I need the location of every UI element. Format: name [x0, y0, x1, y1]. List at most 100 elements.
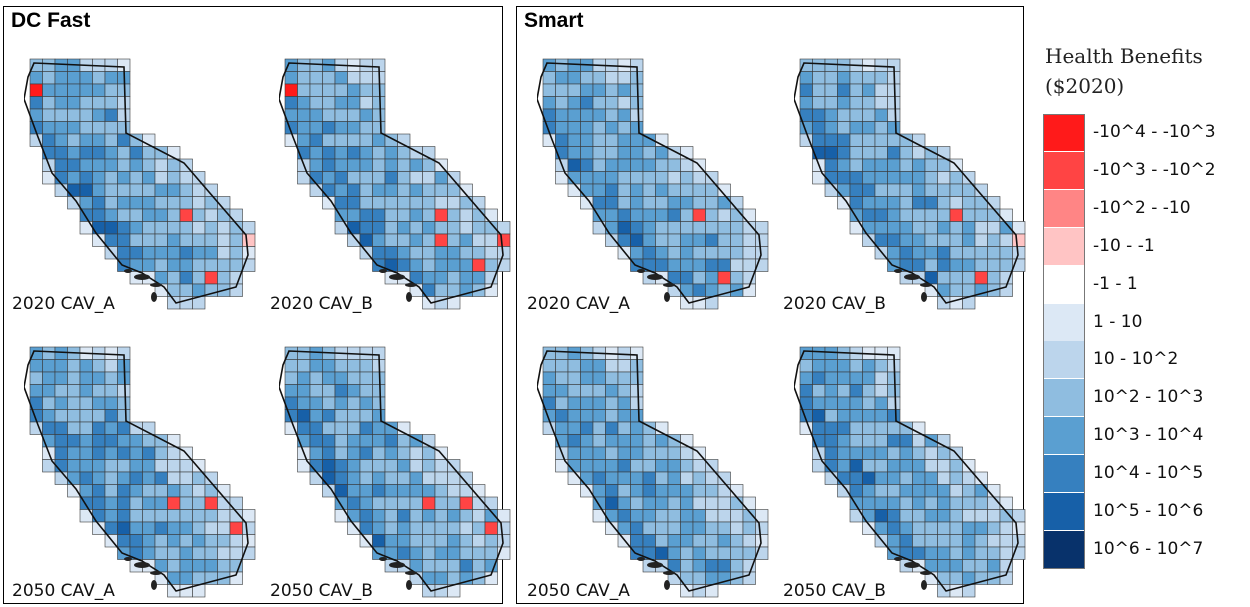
grid-cell: [322, 359, 336, 373]
grid-cell: [117, 208, 131, 222]
california-grid-map: [24, 58, 256, 310]
grid-cell: [409, 196, 423, 210]
grid-cell: [104, 71, 118, 85]
grid-cell: [717, 208, 731, 222]
grid-cell: [592, 434, 606, 448]
grid-cell: [117, 196, 131, 210]
grid-cell: [717, 233, 731, 247]
grid-cell: [849, 484, 863, 498]
grid-cell: [655, 534, 669, 548]
grid-cell: [322, 421, 336, 435]
negative-grid-cell: [459, 496, 473, 510]
grid-cell: [605, 471, 619, 485]
grid-cell: [949, 283, 963, 297]
grid-cell: [655, 208, 669, 222]
grid-cell: [117, 158, 131, 172]
grid-cell: [179, 559, 193, 573]
grid-cell: [42, 396, 56, 410]
grid-cell: [309, 183, 323, 197]
grid-cell: [322, 434, 336, 448]
legend-label: -10^3 - -10^2: [1093, 159, 1216, 180]
grid-cell: [692, 271, 706, 285]
grid-cell: [434, 271, 448, 285]
grid-cell: [630, 233, 644, 247]
grid-cell: [104, 146, 118, 160]
grid-cell: [667, 258, 681, 272]
grid-cell: [862, 434, 876, 448]
grid-cell: [580, 146, 594, 160]
grid-cell: [730, 221, 744, 235]
grid-cell: [937, 496, 951, 510]
grid-cell: [167, 246, 181, 260]
grid-cell: [297, 346, 311, 360]
grid-cell: [692, 283, 706, 297]
grid-cell: [347, 171, 361, 185]
grid-cell: [167, 546, 181, 560]
grid-cell: [862, 171, 876, 185]
grid-cell: [92, 371, 106, 385]
grid-cell: [117, 221, 131, 235]
grid-cell: [630, 133, 644, 147]
grid-cell: [372, 96, 386, 110]
grid-cell: [422, 521, 436, 535]
grid-cell: [322, 371, 336, 385]
grid-cell: [54, 158, 68, 172]
grid-cell: [104, 471, 118, 485]
grid-cell: [322, 446, 336, 460]
grid-cell: [567, 133, 581, 147]
grid-cell: [937, 271, 951, 285]
grid-cell: [347, 121, 361, 135]
grid-cell: [92, 446, 106, 460]
grid-cell: [580, 434, 594, 448]
grid-cell: [92, 496, 106, 510]
channel-island: [664, 292, 670, 302]
grid-cell: [104, 409, 118, 423]
grid-cell: [42, 121, 56, 135]
grid-cell: [117, 183, 131, 197]
grid-cell: [484, 233, 498, 247]
grid-cell: [142, 459, 156, 473]
legend-label: -10^2 - -10: [1093, 197, 1191, 218]
grid-cell: [372, 246, 386, 260]
grid-cell: [630, 496, 644, 510]
grid-cell: [580, 384, 594, 398]
grid-cell: [862, 158, 876, 172]
grid-cell: [142, 496, 156, 510]
grid-cell: [912, 208, 926, 222]
grid-cell: [129, 446, 143, 460]
grid-cell: [409, 158, 423, 172]
grid-cell: [1012, 521, 1026, 535]
grid-cell: [849, 71, 863, 85]
grid-cell: [837, 396, 851, 410]
grid-cell: [630, 108, 644, 122]
grid-cell: [117, 146, 131, 160]
legend-swatch: [1043, 114, 1085, 151]
grid-cell: [347, 359, 361, 373]
negative-grid-cell: [497, 233, 511, 247]
grid-cell: [874, 158, 888, 172]
grid-cell: [899, 434, 913, 448]
grid-cell: [447, 521, 461, 535]
grid-cell: [129, 496, 143, 510]
grid-cell: [129, 459, 143, 473]
grid-cell: [862, 509, 876, 523]
grid-cell: [29, 359, 43, 373]
grid-cell: [409, 246, 423, 260]
grid-cell: [642, 484, 656, 498]
grid-cell: [167, 233, 181, 247]
grid-cell: [567, 71, 581, 85]
grid-cell: [899, 534, 913, 548]
grid-cell: [167, 484, 181, 498]
grid-cell: [949, 196, 963, 210]
grid-cell: [617, 158, 631, 172]
grid-cell: [630, 396, 644, 410]
grid-cell: [434, 496, 448, 510]
grid-cell: [204, 534, 218, 548]
grid-cell: [129, 171, 143, 185]
grid-cell: [422, 271, 436, 285]
grid-cell: [359, 446, 373, 460]
grid-cell: [372, 196, 386, 210]
grid-cell: [605, 96, 619, 110]
grid-cell: [542, 71, 556, 85]
grid-cell: [322, 121, 336, 135]
